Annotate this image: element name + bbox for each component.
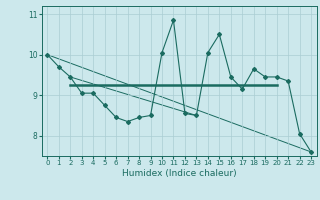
- X-axis label: Humidex (Indice chaleur): Humidex (Indice chaleur): [122, 169, 236, 178]
